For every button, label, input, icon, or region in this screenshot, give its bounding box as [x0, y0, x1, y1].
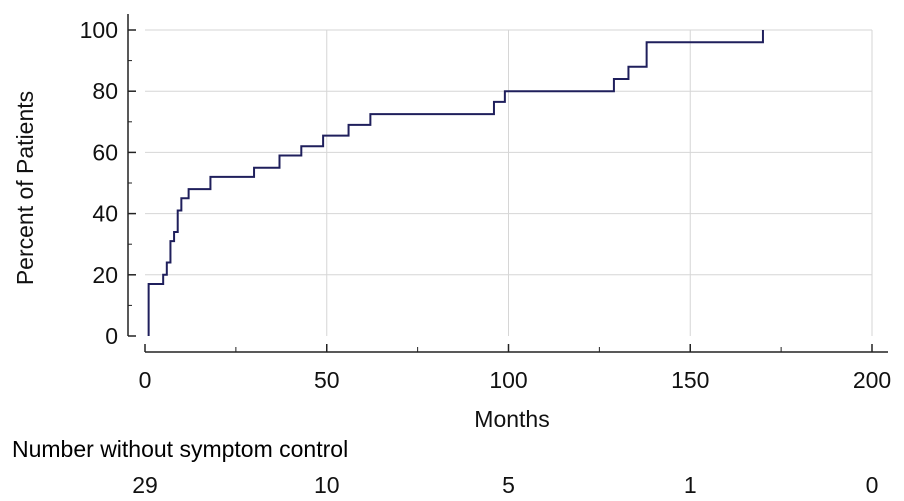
y-tick-label: 60 — [92, 139, 118, 165]
axes — [127, 14, 888, 353]
tick-group: 0 20 40 60 80 100 0 50 100 150 200 — [80, 17, 892, 393]
x-tick-label: 0 — [139, 367, 152, 393]
x-tick-label: 150 — [671, 367, 709, 393]
risk-count: 10 — [313, 472, 340, 498]
risk-table-title: Number without symptom control — [12, 436, 349, 462]
x-axis-label: Months — [474, 406, 549, 432]
risk-count: 1 — [683, 472, 697, 498]
y-axis-label: Percent of Patients — [12, 91, 38, 285]
x-tick-label: 200 — [853, 367, 891, 393]
y-tick-label: 80 — [92, 78, 118, 104]
x-tick-label: 50 — [314, 367, 340, 393]
grid-lines — [145, 29, 873, 336]
risk-count: 29 — [132, 472, 158, 498]
risk-count: 5 — [502, 472, 515, 498]
y-tick-label: 100 — [80, 17, 118, 43]
y-tick-label: 40 — [92, 201, 118, 227]
risk-count: 0 — [865, 472, 879, 498]
y-tick-label: 20 — [92, 262, 118, 288]
x-tick-label: 100 — [489, 367, 527, 393]
survival-step-line — [147, 30, 764, 336]
y-tick-label: 0 — [105, 323, 118, 349]
